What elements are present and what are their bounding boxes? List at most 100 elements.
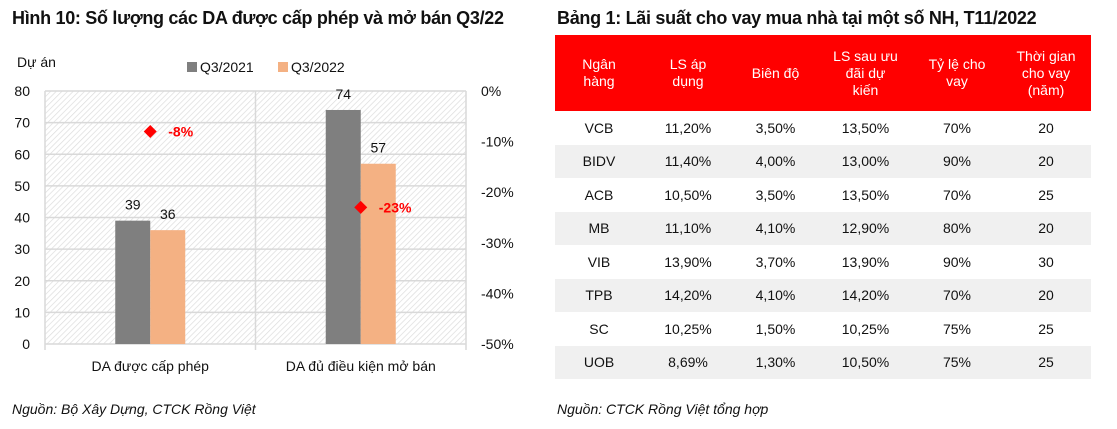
table-cell: BIDV	[555, 144, 643, 178]
legend-swatch	[278, 62, 288, 72]
y2-tick-label: -30%	[481, 235, 514, 251]
legend-swatch	[187, 62, 197, 72]
legend: Q3/2021 Q3/2022	[187, 59, 345, 75]
table-row: TPB 14,20% 4,10% 14,20% 70% 20	[555, 278, 1091, 312]
y-tick-label: 0	[22, 336, 30, 352]
table-cell: 25	[1038, 320, 1054, 337]
x-axis: DA được cấp phép DA đủ điều kiện mở bán	[92, 358, 436, 374]
table-cell: TPB	[555, 278, 643, 312]
y-axis-right: 0% -10% -20% -30% -40% -50%	[481, 83, 514, 352]
table-cell: 1,30%	[733, 345, 818, 379]
bar	[360, 163, 396, 344]
table-cell: 11,40%	[643, 144, 733, 178]
bar-value-label: 36	[160, 206, 176, 222]
bar-value-label: 74	[335, 86, 351, 102]
y-tick-label: 30	[14, 241, 30, 257]
table-cell: 12,90%	[818, 211, 913, 245]
table-cell: 3,50%	[755, 186, 796, 203]
diamond-marker-icon	[354, 200, 368, 214]
table-cell: 30	[1038, 253, 1054, 270]
bar-value-label: 57	[370, 140, 386, 156]
table-cell: 4,10%	[733, 211, 818, 245]
table-cell: 70%	[913, 278, 1001, 312]
chart-title: Hình 10: Số lượng các DA được cấp phép v…	[12, 8, 504, 28]
y-tick-label: 60	[14, 146, 30, 162]
column-header: LS sau ưu đãi dự kiến	[818, 35, 913, 111]
column-header: Tỷ lệ cho vay	[913, 35, 1001, 111]
table-cell: 20	[1001, 278, 1091, 312]
bar	[150, 230, 186, 344]
table-cell: ACB	[584, 186, 614, 203]
table-cell: 11,20%	[664, 119, 712, 136]
table-row: UOB 8,69% 1,30% 10,50% 75% 25	[555, 345, 1091, 379]
y2-tick-label: 0%	[481, 83, 501, 99]
x-category-label: DA được cấp phép	[92, 358, 210, 374]
y-tick-label: 50	[14, 178, 30, 194]
table-cell: 25	[1001, 345, 1091, 379]
table-cell: 13,90%	[841, 253, 890, 270]
change-markers: -8% -23%	[143, 123, 412, 215]
table-cell: UOB	[555, 345, 643, 379]
diamond-marker-icon	[143, 124, 157, 138]
table-cell: 14,20%	[643, 278, 733, 312]
y2-tick-label: -20%	[481, 184, 514, 200]
table-row: VIB 13,90% 3,70% 13,90% 90% 30	[555, 245, 1091, 279]
y-tick-label: 10	[14, 304, 30, 320]
y-tick-label: 40	[14, 210, 30, 226]
table-cell: MB	[555, 211, 643, 245]
table-row: SC 10,25% 1,50% 10,25% 75% 25	[555, 312, 1091, 346]
table-cell: 13,50%	[841, 119, 890, 136]
table-cell: 20	[1001, 211, 1091, 245]
change-label: -23%	[379, 199, 412, 215]
table-row: VCB 11,20% 3,50% 13,50% 70% 20	[555, 111, 1091, 145]
table-source: Nguồn: CTCK Rồng Việt tổng hợp	[557, 401, 769, 417]
y2-tick-label: -50%	[481, 336, 514, 352]
table-cell: 25	[1038, 186, 1054, 203]
table-cell: 1,50%	[755, 320, 796, 337]
table-cell: 10,25%	[664, 320, 712, 337]
y-tick-label: 80	[14, 83, 30, 99]
table-cell: 10,50%	[818, 345, 913, 379]
table-cell: 4,00%	[733, 144, 818, 178]
plot-area	[44, 90, 467, 350]
table-title: Bảng 1: Lãi suất cho vay mua nhà tại một…	[557, 8, 1037, 28]
table-cell: 13,90%	[664, 253, 712, 270]
table-body: VCB 11,20% 3,50% 13,50% 70% 20 BIDV 11,40% 4,00%…	[555, 111, 1091, 379]
table-header-row: Ngân hàng LS áp dụng Biên độ LS sau ưu đãi dự k…	[555, 35, 1091, 111]
table-cell: 75%	[942, 320, 972, 337]
table-cell: 20	[1038, 119, 1054, 136]
table-cell: VIB	[587, 253, 611, 270]
interest-rate-table: Ngân hàng LS áp dụng Biên độ LS sau ưu đãi dự k…	[555, 35, 1091, 379]
table-cell: 90%	[942, 253, 972, 270]
table-cell: 8,69%	[643, 345, 733, 379]
legend-label: Q3/2022	[291, 59, 345, 75]
y-axis-title: Dự án	[17, 54, 56, 70]
x-category-label: DA đủ điều kiện mở bán	[286, 358, 436, 374]
y2-tick-label: -40%	[481, 285, 514, 301]
table-row: ACB 10,50% 3,50% 13,50% 70% 25	[555, 178, 1091, 212]
column-header: LS áp dụng	[643, 35, 733, 111]
table-cell: 3,70%	[755, 253, 796, 270]
column-header: Biên độ	[733, 35, 818, 111]
y2-tick-label: -10%	[481, 134, 514, 150]
legend-label: Q3/2021	[200, 59, 254, 75]
bar-value-label: 39	[125, 197, 141, 213]
table-cell: 4,10%	[733, 278, 818, 312]
table-cell: VCB	[584, 119, 614, 136]
table-cell: 10,50%	[664, 186, 712, 203]
table-cell: 13,50%	[841, 186, 890, 203]
table-cell: 13,00%	[818, 144, 913, 178]
column-header: Ngân hàng	[555, 35, 643, 111]
bar	[115, 220, 151, 344]
table-cell: 70%	[942, 119, 972, 136]
table-cell: 14,20%	[818, 278, 913, 312]
table-cell: 90%	[913, 144, 1001, 178]
table-cell: 10,25%	[841, 320, 890, 337]
bar-chart: 0 10 20 30 40 50 60 70 80 0% -10% -20% -30% -40% -50%…	[14, 54, 514, 374]
column-header: Thời gian cho vay (năm)	[1001, 35, 1091, 111]
table-cell: 11,10%	[643, 211, 733, 245]
table-row: MB 11,10% 4,10% 12,90% 80% 20	[555, 211, 1091, 245]
table-cell: 20	[1001, 144, 1091, 178]
chart-source: Nguồn: Bộ Xây Dựng, CTCK Rồng Việt	[12, 401, 256, 417]
change-label: -8%	[168, 123, 193, 139]
